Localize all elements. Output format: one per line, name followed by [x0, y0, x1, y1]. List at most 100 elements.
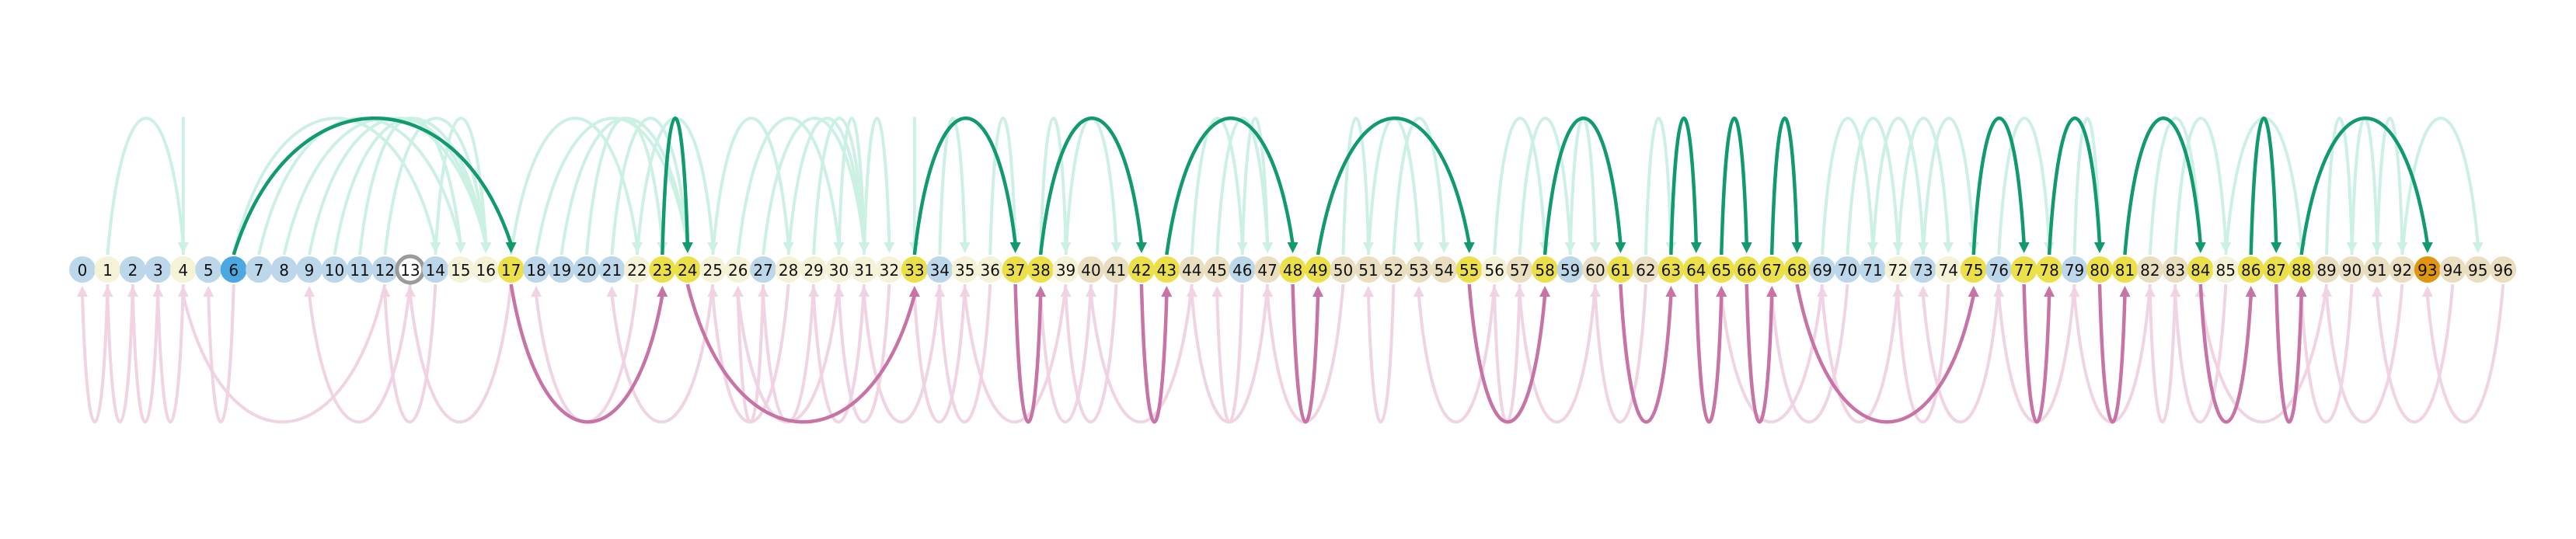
- faint-down-edge-35-33: [912, 283, 967, 424]
- node-circle: [346, 256, 373, 283]
- faint-down-arrowhead-56-53: [1413, 286, 1424, 297]
- node-circle: [2464, 256, 2491, 283]
- faint-up-arrowhead-34-35: [959, 242, 971, 253]
- faint-down-edge-52-51: [1366, 283, 1396, 424]
- strong-down-arrowhead-64-65: [1716, 286, 1727, 297]
- node-label: 84: [2191, 261, 2210, 280]
- faint-down-edge-41-39: [1064, 283, 1118, 424]
- node-61: 61: [1607, 256, 1634, 283]
- faint-down-edge-56-53: [1417, 283, 1497, 424]
- strong-up-edge-78-80: [2047, 116, 2102, 256]
- node-7: 7: [246, 256, 273, 283]
- strong-up-arrowhead-58-61: [1615, 242, 1626, 253]
- faint-up-edge-6-14: [232, 116, 437, 256]
- faint-down-arrowhead-85-83: [2170, 286, 2181, 297]
- node-circle: [1027, 256, 1054, 283]
- faint-down-arrowhead-50-47: [1262, 286, 1274, 297]
- node-55: 55: [1455, 256, 1483, 283]
- node-label: 40: [1081, 261, 1100, 280]
- node-label: 83: [2166, 261, 2185, 280]
- strong-up-arrowhead-6-17: [505, 242, 517, 253]
- strong-up-edge-81-84: [2123, 116, 2203, 256]
- faint-down-arrowhead-36-34: [934, 286, 946, 297]
- node-label: 61: [1611, 261, 1630, 280]
- strong-up-arrowhead-38-42: [1135, 242, 1147, 253]
- strong-down-edge-68-75: [1795, 283, 1975, 424]
- node-label: 11: [350, 261, 369, 280]
- node-circle: [926, 256, 953, 283]
- node-circle: [2086, 256, 2113, 283]
- faint-down-arrowhead-31-29: [808, 286, 820, 297]
- strong-up-arrowhead-49-55: [1463, 242, 1475, 253]
- strong-up-edge-6-17: [232, 116, 513, 256]
- node-circle: [2061, 256, 2088, 283]
- faint-up-edge-83-85: [2173, 116, 2228, 256]
- faint-down-edge-36-34: [938, 283, 992, 424]
- node-67: 67: [1759, 256, 1786, 283]
- faint-up-edge-44-46: [1190, 116, 1244, 256]
- node-18: 18: [523, 256, 550, 283]
- node-label: 60: [1585, 261, 1605, 280]
- faint-down-edge-82-79: [2072, 283, 2152, 424]
- node-19: 19: [548, 256, 575, 283]
- node-62: 62: [1632, 256, 1659, 283]
- node-circle: [94, 256, 121, 283]
- node-45: 45: [1204, 256, 1231, 283]
- faint-up-edge-28-31: [786, 116, 866, 256]
- node-label: 36: [980, 261, 999, 280]
- node-48: 48: [1279, 256, 1306, 283]
- node-circle: [1582, 256, 1609, 283]
- node-circle: [1607, 256, 1634, 283]
- faint-down-edge-90-88: [2299, 283, 2354, 424]
- node-circle: [1759, 256, 1786, 283]
- faint-up-edge-38-39: [1039, 116, 1068, 256]
- node-circle: [1405, 256, 1432, 283]
- node-label: 63: [1661, 261, 1681, 280]
- strong-down-edge-77-78: [2022, 283, 2051, 424]
- node-74: 74: [1935, 256, 1962, 283]
- node-label: 82: [2140, 261, 2159, 280]
- faint-down-arrowhead-47-44: [1186, 286, 1197, 297]
- faint-down-edge-40-38: [1039, 283, 1093, 424]
- faint-up-edge-56-58: [1493, 116, 1547, 256]
- node-label: 67: [1762, 261, 1781, 280]
- node-39: 39: [1052, 256, 1079, 283]
- node-circle: [1532, 256, 1559, 283]
- faint-down-arrowhead-57-56: [1489, 286, 1501, 297]
- node-41: 41: [1103, 256, 1130, 283]
- node-label: 30: [829, 261, 849, 280]
- node-circle: [1078, 256, 1104, 283]
- faint-down-edge-2-1: [106, 283, 134, 424]
- faint-down-arrowhead-28-25: [707, 286, 719, 297]
- node-circle: [2010, 256, 2037, 283]
- node-circle: [724, 256, 751, 283]
- faint-up-edge-79-80: [2072, 116, 2101, 256]
- node-label: 80: [2090, 261, 2109, 280]
- node-label: 91: [2367, 261, 2386, 280]
- strong-down-edge-84-86: [2198, 283, 2253, 424]
- node-circle: [1128, 256, 1155, 283]
- node-77: 77: [2010, 256, 2037, 283]
- faint-down-edge-29-27: [762, 283, 816, 424]
- node-label: 53: [1409, 261, 1428, 280]
- faint-up-edge-72-74: [1896, 116, 1950, 256]
- node-69: 69: [1809, 256, 1836, 283]
- node-label: 33: [905, 261, 924, 280]
- node-circle: [1783, 256, 1811, 283]
- node-label: 8: [279, 261, 289, 280]
- faint-down-arrowhead-74-72: [1892, 286, 1904, 297]
- node-circle: [750, 256, 777, 283]
- strong-down-edge-66-67: [1745, 283, 1774, 424]
- faint-down-edge-6-5: [207, 283, 235, 424]
- node-80: 80: [2086, 256, 2113, 283]
- node-circle: [246, 256, 273, 283]
- strong-down-edge-64-65: [1694, 283, 1724, 424]
- faint-down-arrowhead-79-76: [1993, 286, 2005, 297]
- strong-down-edge-42-43: [1139, 283, 1169, 424]
- faint-down-arrowhead-3-2: [127, 286, 138, 297]
- faint-down-edge-13-9: [308, 283, 412, 424]
- faint-up-edge-82-84: [2148, 116, 2202, 256]
- node-label: 93: [2417, 261, 2437, 280]
- node-circle: [1859, 256, 1886, 283]
- node-circle: [2162, 256, 2189, 283]
